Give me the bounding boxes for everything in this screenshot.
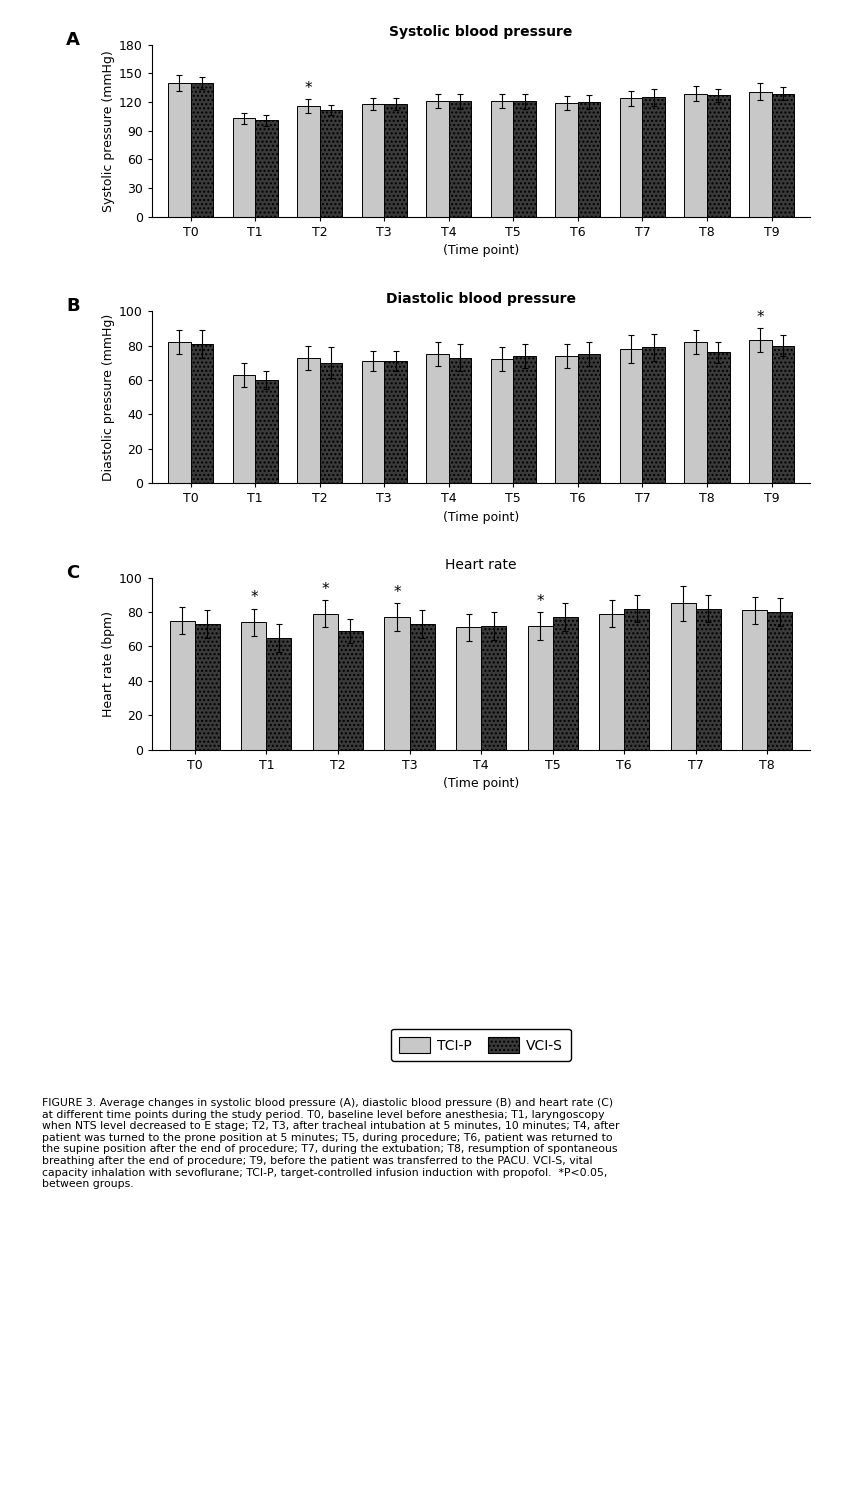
Bar [170,620,195,750]
Bar [267,638,291,750]
Bar [695,608,721,750]
X-axis label: (Time point): (Time point) [443,511,519,524]
Bar [297,357,320,483]
Text: FIGURE 3. Average changes in systolic blood pressure (A), diastolic blood pressu: FIGURE 3. Average changes in systolic bl… [42,1098,619,1189]
Bar [255,379,278,483]
Title: Systolic blood pressure: Systolic blood pressure [389,25,573,39]
Bar [384,105,407,217]
Bar [749,91,771,217]
Text: *: * [322,581,329,596]
Bar [553,617,577,750]
Bar [449,102,472,217]
X-axis label: (Time point): (Time point) [443,245,519,257]
Bar [625,608,649,750]
Bar [767,613,793,750]
Bar [642,97,665,217]
Bar [255,120,278,217]
Bar [233,375,255,483]
Bar [191,344,214,483]
Y-axis label: Systolic pressure (mmHg): Systolic pressure (mmHg) [102,49,115,212]
Bar [684,94,707,217]
Bar [297,106,320,217]
Bar [481,626,506,750]
Bar [362,105,384,217]
Bar [320,363,343,483]
Bar [195,624,220,750]
Bar [362,362,384,483]
Bar [619,350,642,483]
Bar [456,627,481,750]
Bar [599,614,625,750]
Text: C: C [67,563,79,581]
Bar [409,624,435,750]
Bar [578,354,600,483]
Bar [338,630,363,750]
Bar [168,84,191,217]
Text: B: B [67,297,80,315]
Bar [320,109,343,217]
Bar [671,604,695,750]
Bar [490,102,513,217]
Legend: TCI-P, VCI-S: TCI-P, VCI-S [391,1028,571,1061]
Bar [513,356,536,483]
Title: Diastolic blood pressure: Diastolic blood pressure [386,291,576,306]
Bar [385,617,409,750]
Text: *: * [250,590,257,605]
Bar [426,354,449,483]
Text: *: * [305,81,312,96]
Bar [771,345,794,483]
Bar [449,357,472,483]
Title: Heart rate: Heart rate [446,559,517,572]
Bar [168,342,191,483]
Text: *: * [756,309,764,326]
Bar [742,610,767,750]
Text: A: A [67,31,80,49]
Text: *: * [393,586,401,601]
Text: *: * [536,593,544,608]
Y-axis label: Heart rate (bpm): Heart rate (bpm) [102,611,115,717]
Bar [555,356,578,483]
Bar [771,94,794,217]
Bar [241,623,267,750]
Bar [619,99,642,217]
Bar [528,626,553,750]
Bar [384,362,407,483]
X-axis label: (Time point): (Time point) [443,777,519,790]
Bar [426,102,449,217]
Bar [684,342,707,483]
Bar [578,102,600,217]
Bar [555,103,578,217]
Bar [642,347,665,483]
Bar [513,102,536,217]
Y-axis label: Diastolic pressure (mmHg): Diastolic pressure (mmHg) [102,314,115,481]
Bar [707,96,729,217]
Bar [191,84,214,217]
Bar [313,614,338,750]
Bar [233,118,255,217]
Bar [707,353,729,483]
Bar [490,360,513,483]
Bar [749,341,771,483]
